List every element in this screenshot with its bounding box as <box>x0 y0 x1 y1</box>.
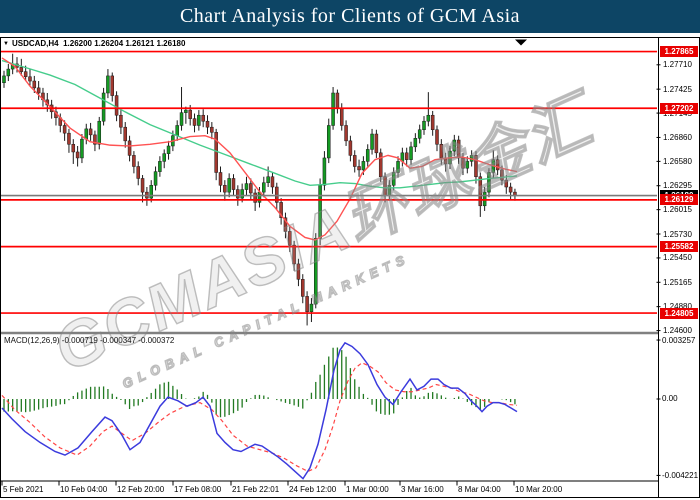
ohlc-values: 1.26200 1.26204 1.26121 1.26180 <box>63 39 186 48</box>
time-axis[interactable] <box>0 481 658 498</box>
macd-label: MACD(12,26,9) -0.000719 -0.000347 -0.000… <box>4 336 175 345</box>
page-title: Chart Analysis for Clients of GCM Asia <box>179 5 521 27</box>
chart-header: ▼ USDCAD,H4 1.26200 1.26204 1.26121 1.261… <box>3 39 185 48</box>
symbol-dropdown-icon[interactable]: ▼ <box>3 41 9 47</box>
price-axis[interactable] <box>658 37 700 497</box>
title-bar: Chart Analysis for Clients of GCM Asia <box>0 0 700 33</box>
symbol-label: USDCAD,H4 <box>11 39 59 48</box>
